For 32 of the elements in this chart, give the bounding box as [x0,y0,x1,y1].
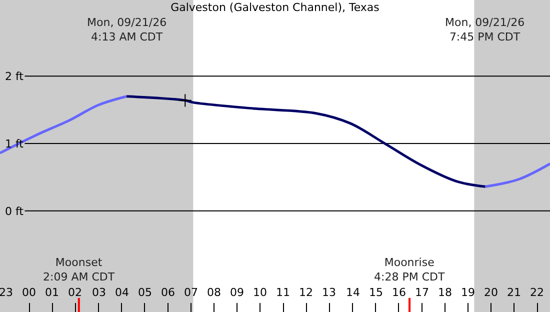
x-tick-label: 07 [184,286,198,299]
x-tick-label: 04 [115,286,129,299]
x-tick-label: 13 [322,286,336,299]
x-tick-label: 15 [369,286,383,299]
x-tick-label: 02 [68,286,82,299]
x-tick-label: 14 [346,286,360,299]
annotation: Mon, 09/21/26 7:45 PM CDT [445,16,525,44]
y-tick-label: 0 ft [5,204,24,218]
y-tick-label: 1 ft [5,137,24,150]
x-tick-label: 18 [438,286,452,299]
x-tick-label: 23 [0,286,13,299]
x-tick-label: 09 [230,286,244,299]
x-tick-label: 06 [161,286,175,299]
x-tick-label: 10 [253,286,267,299]
ref-line-label: Moonrise 4:28 PM CDT [374,256,445,284]
x-tick-label: 20 [484,286,498,299]
x-tick-label: 22 [530,286,544,299]
x-tick-label: 17 [415,286,429,299]
x-tick-label: 03 [92,286,106,299]
x-tick-label: 21 [507,286,521,299]
annotation: Mon, 09/21/26 4:13 AM CDT [87,16,167,44]
x-tick-label: 16 [392,286,406,299]
ref-line-label: Moonset 2:09 AM CDT [43,256,115,284]
chart-title: Galveston (Galveston Channel), Texas [170,0,380,14]
x-tick-label: 01 [45,286,59,299]
x-tick-label: 19 [461,286,475,299]
x-tick-label: 05 [138,286,152,299]
y-tick-label: 2 ft [5,70,24,83]
x-tick-label: 00 [22,286,36,299]
x-tick-label: 11 [276,286,290,299]
x-tick-label: 08 [207,286,221,299]
x-tick-label: 12 [299,286,313,299]
